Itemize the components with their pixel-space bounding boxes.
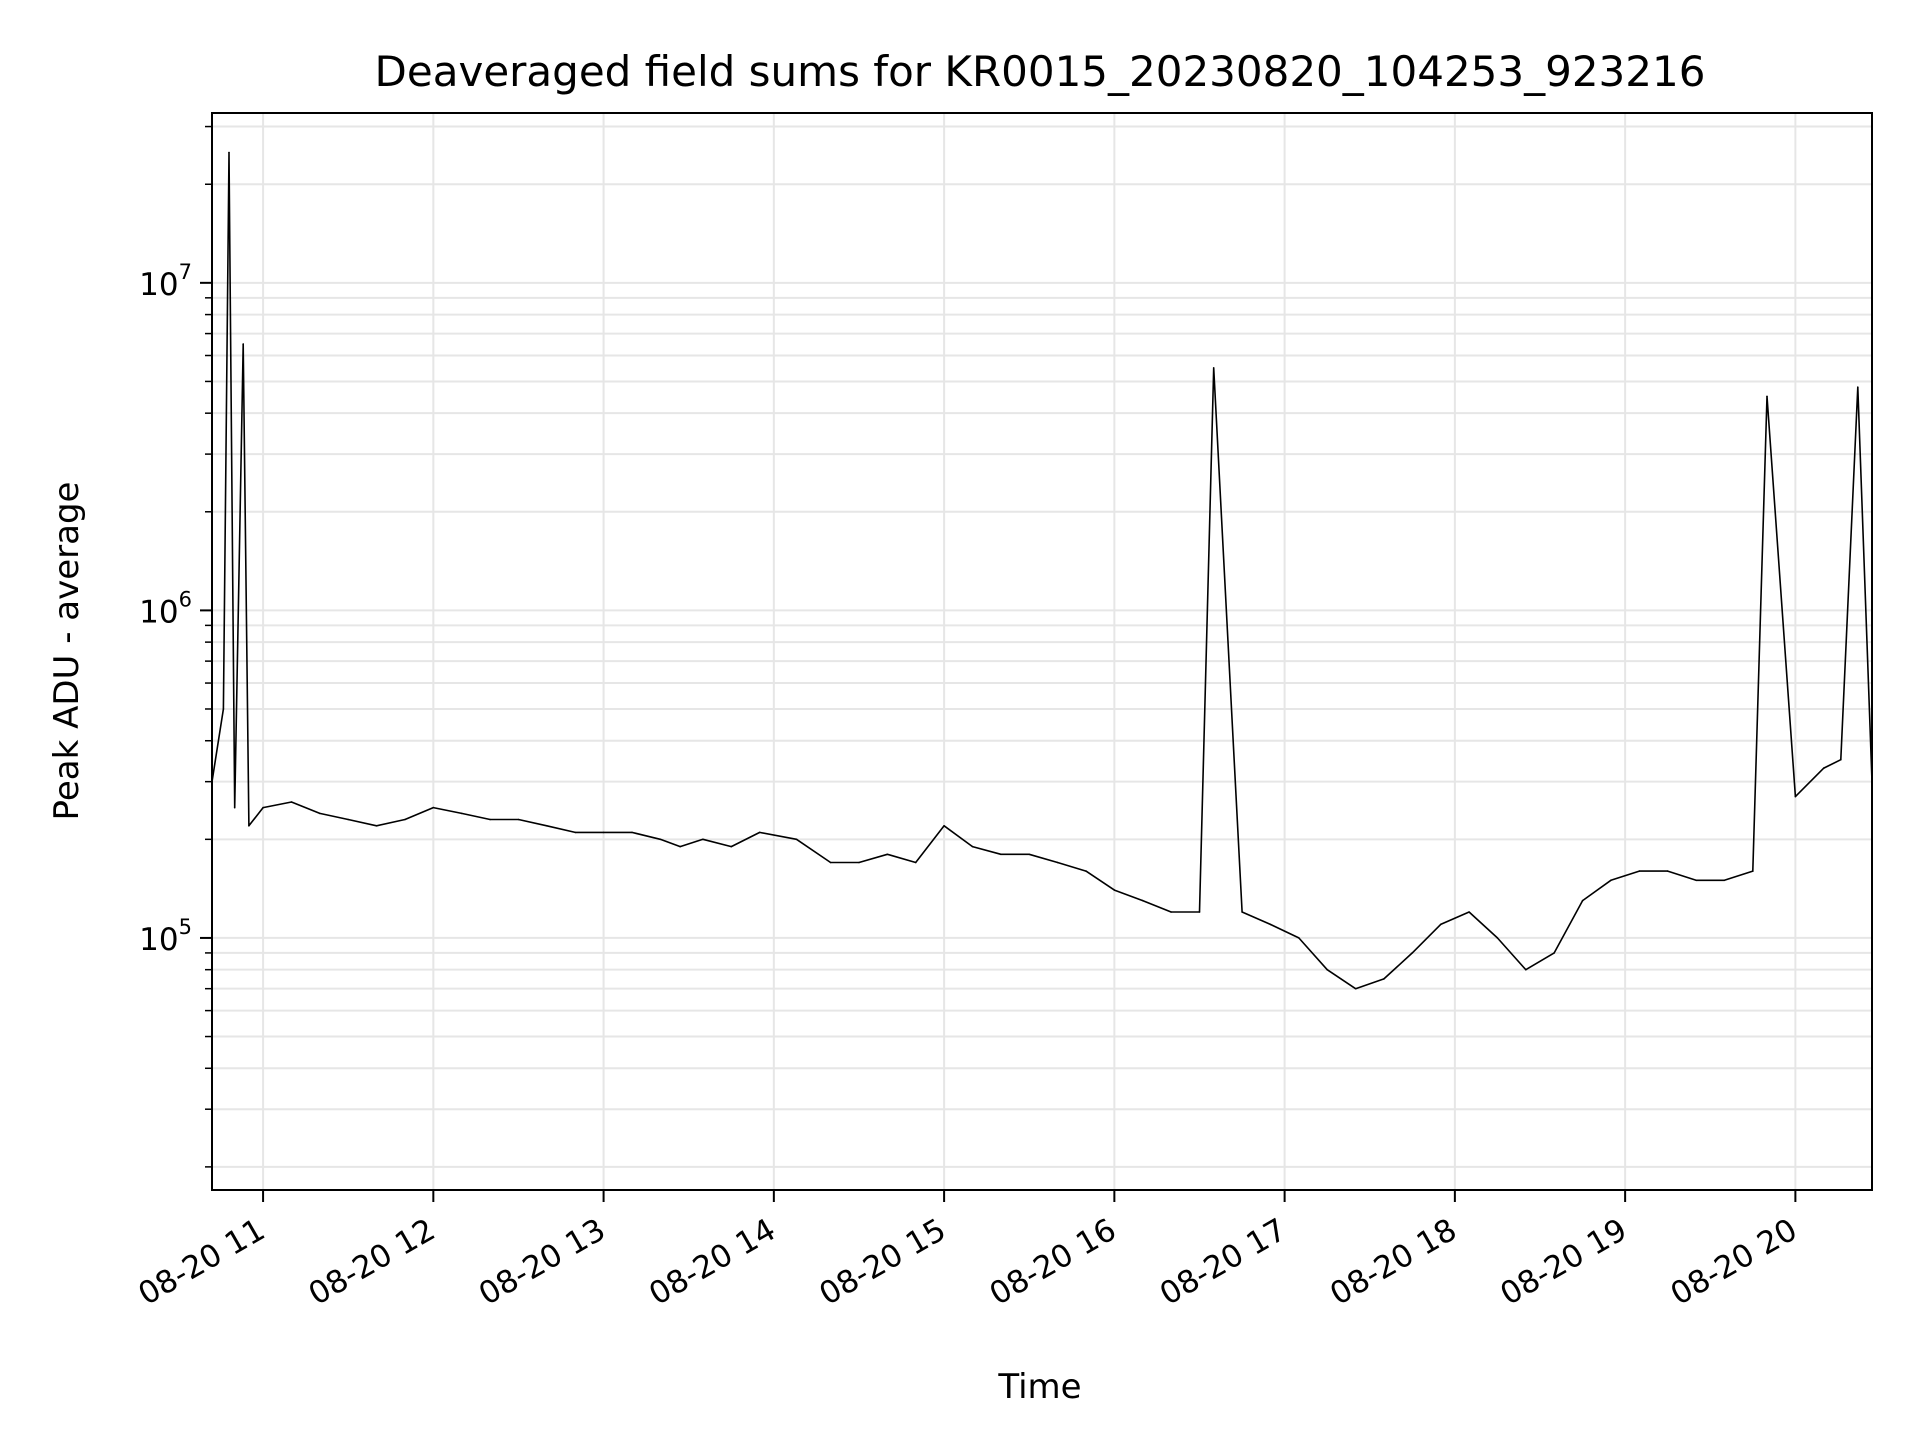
series-point	[1411, 952, 1414, 954]
series-point	[1840, 758, 1842, 761]
chart-title: Deaveraged field sums for KR0015_2023082…	[375, 47, 1706, 96]
x-axis-label: Time	[997, 1367, 1081, 1407]
series-point	[758, 831, 761, 834]
series-point	[233, 806, 236, 809]
series-point	[1794, 795, 1797, 798]
y-tick-label: 107	[139, 260, 192, 303]
series-point	[1028, 853, 1030, 856]
series-point	[1000, 853, 1002, 856]
series-point	[1553, 952, 1555, 954]
series-point	[1468, 911, 1470, 913]
series-point	[546, 825, 548, 827]
series-point	[347, 818, 350, 821]
series-point	[1354, 987, 1357, 990]
y-tick-label: 106	[139, 587, 192, 630]
series-point	[290, 801, 293, 803]
plot-area-frame	[211, 112, 1873, 1191]
series-point	[971, 845, 974, 848]
series-point	[1439, 923, 1442, 926]
series-point	[1723, 879, 1726, 882]
series-point	[1610, 879, 1612, 882]
series-point	[1212, 367, 1215, 369]
series-point	[1141, 899, 1144, 902]
series-point	[262, 806, 264, 809]
series-point	[460, 812, 463, 815]
series-point	[319, 812, 321, 815]
series-point	[886, 853, 889, 856]
series-point	[1298, 937, 1300, 939]
series-point	[602, 831, 605, 834]
series-point	[574, 831, 576, 834]
series-point	[1198, 911, 1201, 913]
series-point	[1695, 879, 1697, 882]
series-point	[858, 861, 860, 864]
series-point	[1752, 870, 1754, 872]
series-point	[222, 708, 225, 710]
series-line	[211, 151, 1873, 990]
series-point	[375, 825, 378, 827]
series-point	[1269, 923, 1272, 926]
series-point	[702, 838, 704, 841]
y-axis: 105 106 107	[139, 125, 212, 1168]
series-point	[404, 818, 406, 821]
series-point	[1113, 889, 1116, 891]
grid	[212, 113, 1872, 1190]
series-point	[1085, 870, 1087, 872]
series-point	[1766, 395, 1768, 398]
series-point	[1581, 899, 1584, 902]
series-point	[730, 845, 733, 848]
series-point	[1823, 767, 1825, 769]
y-axis-label: Peak ADU - average	[47, 482, 87, 821]
series-point	[795, 838, 798, 841]
series-point	[1496, 937, 1499, 939]
series-point	[248, 825, 250, 827]
series-point	[914, 861, 917, 864]
series-point	[1666, 870, 1669, 872]
series-point	[1056, 861, 1059, 864]
y-tick-label: 105	[139, 915, 192, 958]
series-point	[517, 818, 520, 821]
series-point	[228, 151, 230, 154]
series-point	[943, 825, 945, 827]
series-point	[659, 838, 662, 841]
series-point	[242, 343, 244, 345]
series-point	[1241, 911, 1243, 913]
series-point	[489, 818, 491, 821]
series-point	[679, 845, 681, 848]
series-point	[1857, 386, 1859, 389]
series-point	[631, 831, 633, 834]
series-point	[1383, 978, 1385, 980]
series-point	[1170, 911, 1172, 913]
series-point	[1326, 968, 1328, 971]
series-point	[1638, 870, 1641, 872]
series-point	[829, 861, 832, 864]
series-point	[432, 806, 435, 809]
series-point	[1525, 968, 1527, 971]
